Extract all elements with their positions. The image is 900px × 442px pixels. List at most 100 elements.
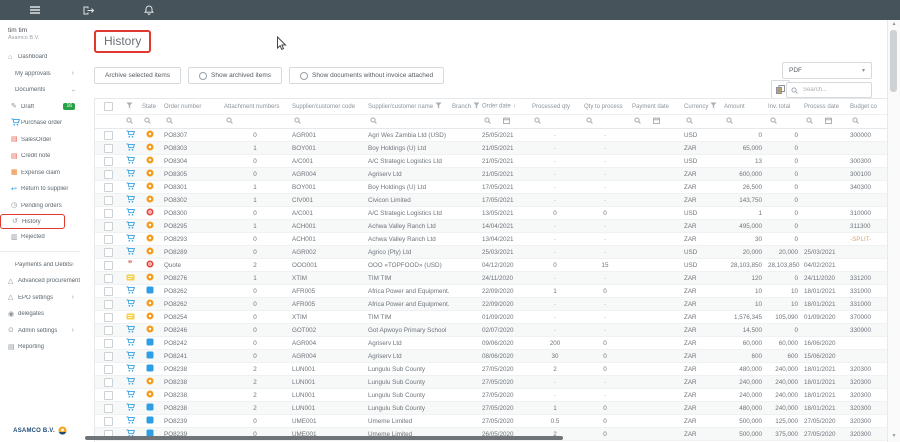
search-icon[interactable]	[144, 117, 151, 126]
column-header-to_process[interactable]: Qty to process	[581, 99, 629, 115]
filter-cell-inv_total[interactable]	[765, 114, 801, 129]
logout-icon[interactable]	[76, 0, 102, 20]
sidebar-item-my-approvals[interactable]: My approvals ›	[0, 66, 80, 83]
table-row[interactable]: PO8295 1 ACH001 Achwa Valley Ranch Ltd 14/04…	[95, 219, 887, 233]
sidebar-item-rejected[interactable]: ▥ Rejected	[0, 229, 80, 246]
sidebar-item-credit-note[interactable]: ▤ Credit note	[0, 148, 80, 165]
row-checkbox[interactable]	[103, 260, 113, 270]
column-header-cb[interactable]	[95, 99, 121, 115]
table-row[interactable]: PO8239 0 UME001 Umeme Limited 27/05/2020 0.5 0…	[95, 414, 887, 428]
table-row[interactable]: PO8242 0 AGR004 Agriserv Ltd 09/06/2020 200 0 Z…	[95, 336, 887, 350]
scroll-up-arrow[interactable]: ▲	[891, 21, 897, 27]
table-row[interactable]: PO8246 0 GOT002 Got Apwoyo Primary School 02…	[95, 323, 887, 337]
row-checkbox[interactable]	[103, 273, 113, 283]
table-row[interactable]: PO8239 0 UME001 Umeme Limited 26/05/2020 2 0 ZA…	[95, 427, 887, 441]
filter-cell-payment_date[interactable]	[629, 114, 681, 129]
row-checkbox[interactable]	[103, 364, 113, 374]
filter-cell-attach[interactable]	[221, 114, 289, 129]
column-header-currency[interactable]: Currency	[681, 99, 721, 115]
column-header-state[interactable]: State	[139, 99, 161, 115]
menu-icon[interactable]	[22, 0, 48, 20]
table-row[interactable]: PO8300 0 A/C001 A/C Strategic Logistics Ltd…	[95, 206, 887, 220]
table-row[interactable]: PO8238 2 LUN001 Lungulu Sub County 27/05/202…	[95, 388, 887, 402]
archive-selected-button[interactable]: Archive selected items	[94, 67, 182, 84]
search-icon[interactable]	[534, 117, 541, 126]
row-checkbox[interactable]	[103, 130, 113, 140]
filter-funnel-icon[interactable]	[473, 102, 479, 111]
row-checkbox[interactable]	[103, 377, 113, 387]
filter-cell-processed[interactable]	[529, 114, 581, 129]
column-header-process_date[interactable]: Process date	[801, 99, 847, 115]
search-input[interactable]	[801, 86, 863, 94]
filter-funnel-icon[interactable]	[710, 102, 717, 111]
row-checkbox[interactable]	[103, 169, 113, 179]
table-row[interactable]: PO8304 0 A/C001 A/C Strategic Logistics Ltd…	[95, 154, 887, 168]
column-header-amount[interactable]: Amount	[721, 99, 765, 115]
search-icon[interactable]	[852, 117, 859, 126]
show-archived-button[interactable]: Show archived items	[188, 67, 283, 84]
row-checkbox[interactable]	[103, 299, 113, 309]
sidebar-item-reporting[interactable]: ▤ Reporting	[0, 339, 80, 356]
table-row[interactable]: PO8302 1 CIV001 Civicon Limited 17/05/2021- -…	[95, 193, 887, 207]
filter-cell-state[interactable]	[139, 114, 161, 129]
filter-cell-name[interactable]	[365, 114, 449, 129]
table-row[interactable]: PO8289 0 AGR002 Agrico (Pty) Ltd 25/03/2021-…	[95, 245, 887, 259]
filter-cell-budget[interactable]	[847, 114, 887, 129]
table-row[interactable]: PO8262 0 AFR005 Africa Power and Equipment.…	[95, 284, 887, 298]
row-checkbox[interactable]	[103, 403, 113, 413]
bell-icon[interactable]	[136, 0, 162, 20]
table-row[interactable]: PO8262 0 AFR005 Africa Power and Equipment.…	[95, 297, 887, 311]
row-checkbox[interactable]	[103, 325, 113, 335]
table-row[interactable]: PO8238 2 LUN001 Lungulu Sub County 27/05/202…	[95, 401, 887, 415]
search-icon[interactable]	[294, 117, 301, 126]
table-row[interactable]: PO8241 0 AGR004 Agriserv Ltd 08/06/2020 30 0 ZA…	[95, 349, 887, 363]
table-row[interactable]: PO8276 1 XTIM TIM TIM 24/11/2020- - ZAR 120 0 24/…	[95, 271, 887, 285]
table-row[interactable]: PO8301 1 BOY001 Boy Holdings (U) Ltd 17/05/2…	[95, 180, 887, 194]
search-icon[interactable]	[726, 117, 733, 126]
column-header-order_date[interactable]: Order date ↓	[479, 99, 529, 115]
search-icon[interactable]	[686, 117, 693, 126]
export-format-select[interactable]: PDF ▾	[782, 62, 872, 79]
row-checkbox[interactable]	[103, 247, 113, 257]
column-header-order[interactable]: Order number	[161, 99, 221, 115]
row-checkbox[interactable]	[103, 143, 113, 153]
calendar-icon[interactable]	[825, 117, 832, 126]
table-row[interactable]: PO8305 0 AGR004 Agriserv Ltd 21/05/2021- - ZAR…	[95, 167, 887, 181]
search-icon[interactable]	[166, 117, 173, 126]
filter-cell-to_process[interactable]	[581, 114, 629, 129]
row-checkbox[interactable]	[103, 195, 113, 205]
horizontal-scroll-thumb[interactable]	[85, 436, 563, 440]
table-row[interactable]: PO8307 0 AGR001 Agri Wes Zambia Ltd (USD) 25…	[95, 128, 887, 142]
scroll-down-arrow[interactable]: ▼	[891, 433, 897, 439]
filter-cell-amount[interactable]	[721, 114, 765, 129]
column-header-payment_date[interactable]: Payment date	[629, 99, 681, 115]
row-checkbox[interactable]	[103, 156, 113, 166]
column-header-code[interactable]: Supplier/customer code	[289, 99, 365, 115]
row-checkbox[interactable]	[103, 234, 113, 244]
row-checkbox[interactable]	[103, 208, 113, 218]
sidebar-item-return-to-supplier[interactable]: ↩ Return to supplier	[0, 181, 80, 198]
row-checkbox[interactable]	[103, 390, 113, 400]
filter-funnel-icon[interactable]	[435, 102, 442, 111]
filter-cell-doc[interactable]	[121, 114, 139, 129]
search-icon[interactable]	[634, 117, 641, 126]
calendar-icon[interactable]	[503, 117, 510, 126]
filter-funnel-icon[interactable]	[126, 102, 133, 111]
search-icon[interactable]	[226, 117, 233, 126]
row-checkbox[interactable]	[103, 338, 113, 348]
sidebar-item-payments-and-debits[interactable]: Payments and Debits ›	[0, 257, 80, 274]
sidebar-item-salesorder[interactable]: ▤ SalesOrder	[0, 132, 80, 149]
search-icon[interactable]	[370, 117, 377, 126]
select-all-checkbox[interactable]	[103, 102, 113, 111]
show-without-invoice-button[interactable]: Show documents without invoice attached	[289, 67, 445, 84]
sidebar-item-pending-orders[interactable]: ◷ Pending orders	[0, 198, 80, 215]
calendar-icon[interactable]	[653, 117, 660, 126]
sidebar-item-documents[interactable]: Documents ›	[0, 82, 80, 99]
row-checkbox[interactable]	[103, 312, 113, 322]
sidebar-item-expense-claim[interactable]: ▦ Expense claim	[0, 165, 80, 182]
row-checkbox[interactable]	[103, 416, 113, 426]
column-header-name[interactable]: Supplier/customer name	[365, 99, 449, 115]
column-header-attach[interactable]: Attachment numbers	[221, 99, 289, 115]
row-checkbox[interactable]	[103, 351, 113, 361]
